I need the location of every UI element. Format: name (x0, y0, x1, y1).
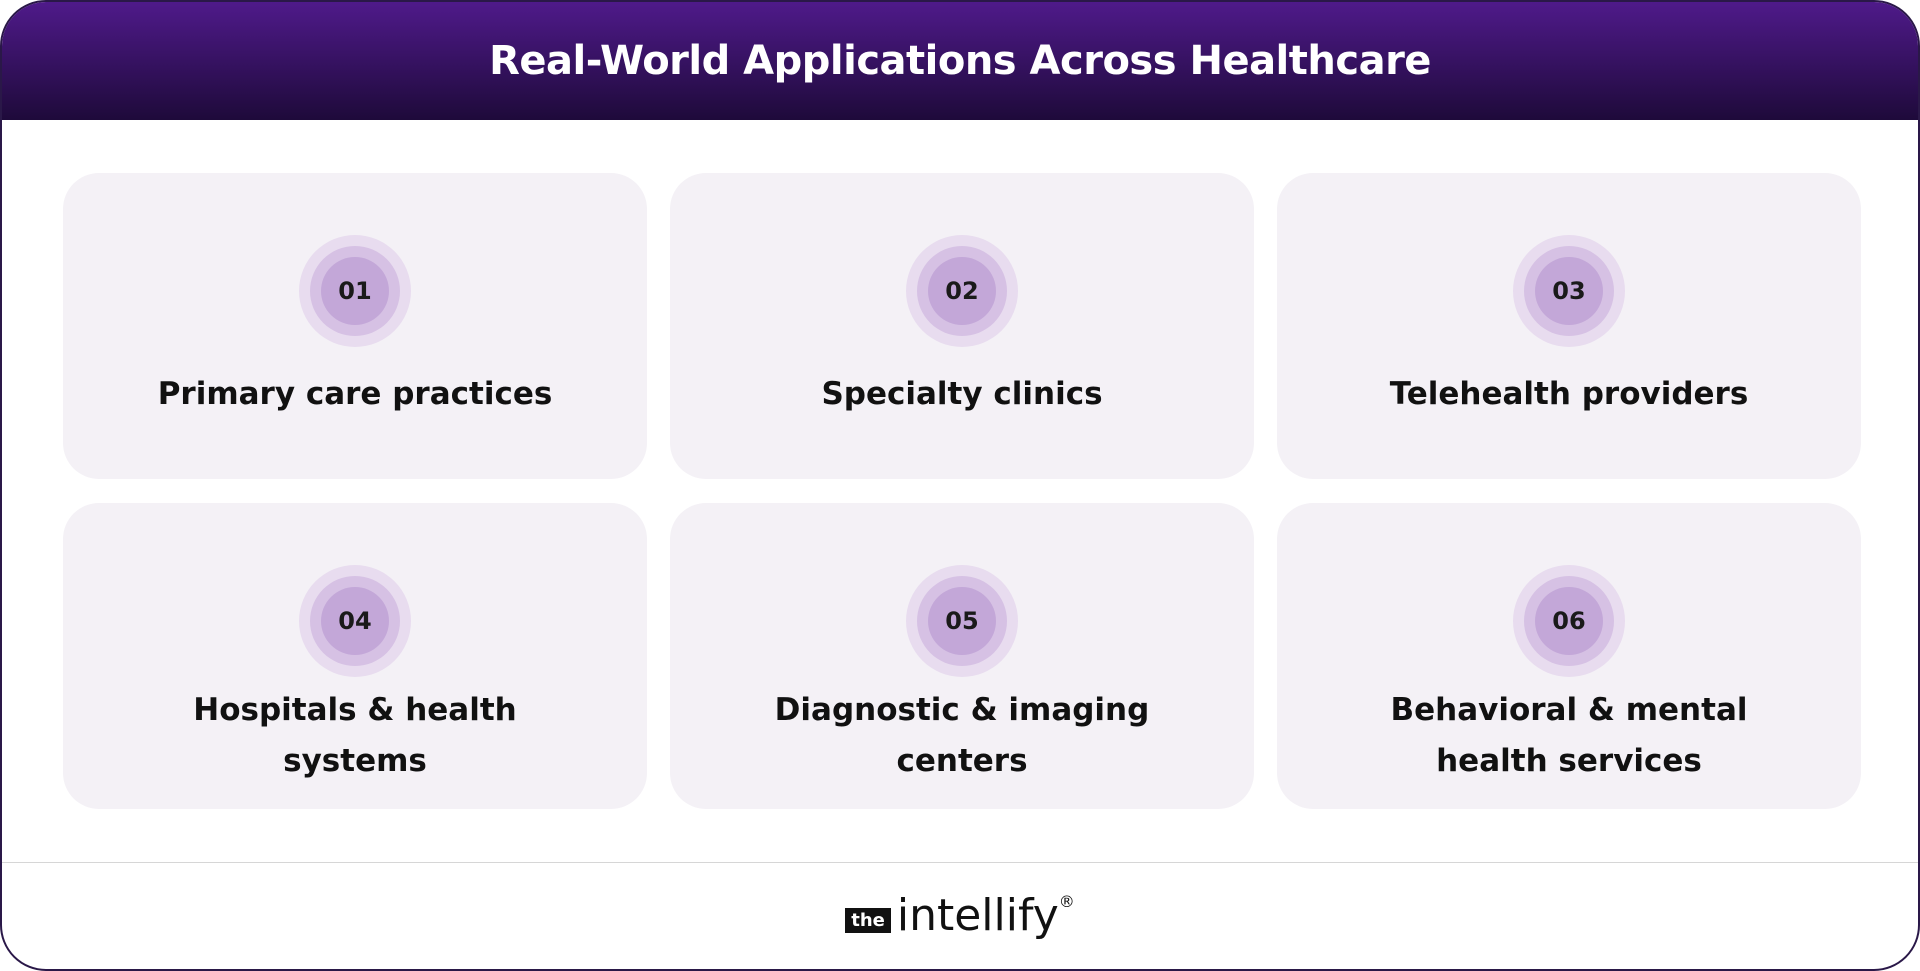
number-badge: 05 (906, 565, 1018, 677)
logo-mark: ® (1058, 892, 1075, 911)
logo-name: intellify (896, 890, 1059, 941)
label-line: Specialty clinics (821, 376, 1103, 412)
label-line: centers (896, 743, 1028, 779)
label-line: systems (283, 743, 427, 779)
badge-ring: 02 (917, 246, 1007, 336)
card-number: 01 (321, 257, 389, 325)
card-number: 02 (928, 257, 996, 325)
card-number: 04 (321, 587, 389, 655)
card: 04 Hospitals & health systems (63, 503, 647, 809)
badge-ring: 05 (917, 576, 1007, 666)
card: 03 Telehealth providers (1277, 173, 1861, 479)
card: 05 Diagnostic & imaging centers (670, 503, 1254, 809)
card-label: Hospitals & health systems (73, 685, 637, 787)
label-line: health services (1436, 743, 1702, 779)
card-number: 05 (928, 587, 996, 655)
badge-ring: 04 (310, 576, 400, 666)
card: 01 Primary care practices (63, 173, 647, 479)
label-line: Primary care practices (157, 376, 553, 412)
number-badge: 01 (299, 235, 411, 347)
number-badge: 03 (1513, 235, 1625, 347)
card: 02 Specialty clinics (670, 173, 1254, 479)
card-label: Behavioral & mental health services (1287, 685, 1851, 787)
number-badge: 02 (906, 235, 1018, 347)
divider (2, 862, 1918, 863)
label-line: Diagnostic & imaging (774, 692, 1150, 728)
card-label: Telehealth providers (1287, 369, 1851, 420)
header: Real-World Applications Across Healthcar… (2, 2, 1918, 120)
badge-ring: 03 (1524, 246, 1614, 336)
card-number: 06 (1535, 587, 1603, 655)
card: 06 Behavioral & mental health services (1277, 503, 1861, 809)
logo: the intellify ® (2, 890, 1918, 941)
number-badge: 04 (299, 565, 411, 677)
logo-prefix: the (845, 908, 891, 933)
number-badge: 06 (1513, 565, 1625, 677)
label-line: Hospitals & health (193, 692, 517, 728)
label-line: Behavioral & mental (1390, 692, 1748, 728)
title: Real-World Applications Across Healthcar… (489, 38, 1431, 84)
card-label: Specialty clinics (680, 369, 1244, 420)
card-label: Primary care practices (73, 369, 637, 420)
card-label: Diagnostic & imaging centers (680, 685, 1244, 787)
badge-ring: 01 (310, 246, 400, 336)
label-line: Telehealth providers (1389, 376, 1749, 412)
card-number: 03 (1535, 257, 1603, 325)
badge-ring: 06 (1524, 576, 1614, 666)
